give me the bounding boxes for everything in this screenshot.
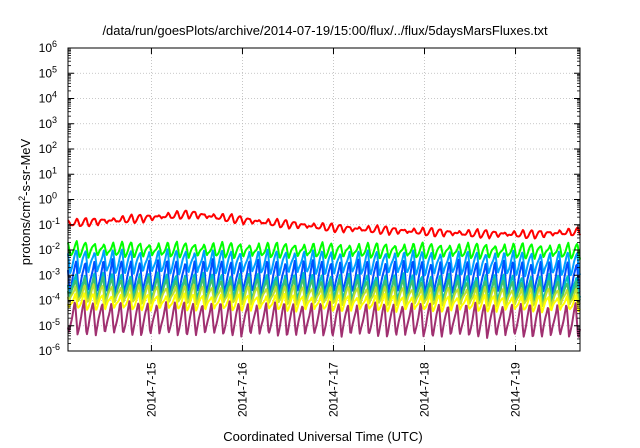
y-tick-label: 104 bbox=[39, 90, 57, 106]
x-tick-label: 2014-7-18 bbox=[418, 362, 432, 417]
y-tick-label: 10-6 bbox=[39, 342, 60, 358]
y-tick-base: 10 bbox=[39, 243, 53, 257]
y-tick-label: 102 bbox=[39, 140, 57, 156]
y-tick-exponent: -2 bbox=[52, 241, 60, 251]
y-axis-label-main: protons/cm bbox=[18, 201, 33, 265]
y-tick-label: 103 bbox=[39, 115, 57, 131]
y-tick-exponent: 2 bbox=[52, 140, 57, 150]
y-tick-base: 10 bbox=[39, 92, 53, 106]
y-tick-label: 10-3 bbox=[39, 266, 60, 282]
y-tick-base: 10 bbox=[39, 167, 53, 181]
y-tick-exponent: 5 bbox=[52, 64, 57, 74]
flux-series-line bbox=[67, 299, 581, 339]
y-tick-label: 10-4 bbox=[39, 292, 60, 308]
y-tick-exponent: -4 bbox=[52, 292, 60, 302]
y-tick-label: 105 bbox=[39, 64, 57, 80]
x-axis-ticks: 2014-7-15 2014-7-16 2014-7-17 2014-7-18 2014… bbox=[144, 48, 523, 417]
flux-series-line bbox=[67, 292, 581, 314]
y-tick-base: 10 bbox=[39, 268, 53, 282]
plot-series bbox=[67, 209, 581, 339]
y-tick-base: 10 bbox=[39, 142, 53, 156]
y-axis-label-rest: -s-sr-MeV bbox=[18, 138, 33, 195]
y-axis-label-sup: 2 bbox=[17, 196, 27, 201]
y-tick-label: 10-2 bbox=[39, 241, 60, 257]
x-tick-label: 2014-7-17 bbox=[326, 362, 340, 417]
y-tick-base: 10 bbox=[39, 344, 53, 358]
y-tick-exponent: 0 bbox=[52, 191, 57, 201]
y-tick-label: 100 bbox=[39, 191, 57, 207]
y-axis-ticks: 10610510410310210110010-110-210-310-410-… bbox=[39, 39, 580, 358]
x-tick-label: 2014-7-19 bbox=[509, 362, 523, 417]
y-tick-exponent: 6 bbox=[52, 39, 57, 49]
y-tick-exponent: -1 bbox=[52, 216, 60, 226]
y-tick-base: 10 bbox=[39, 193, 53, 207]
y-tick-base: 10 bbox=[39, 218, 53, 232]
flux-series-line bbox=[67, 209, 581, 240]
flux-series-line bbox=[67, 283, 581, 308]
y-tick-base: 10 bbox=[39, 41, 53, 55]
x-axis-label: Coordinated Universal Time (UTC) bbox=[223, 429, 422, 444]
y-axis-label: protons/cm2-s-sr-MeV bbox=[17, 138, 33, 265]
y-tick-exponent: -3 bbox=[52, 266, 60, 276]
y-tick-base: 10 bbox=[39, 294, 53, 308]
y-tick-exponent: -6 bbox=[52, 342, 60, 352]
flux-series-line bbox=[67, 248, 581, 278]
flux-series-line bbox=[67, 240, 581, 260]
y-tick-exponent: -5 bbox=[52, 317, 60, 327]
y-tick-label: 10-5 bbox=[39, 317, 60, 333]
y-tick-exponent: 4 bbox=[52, 90, 57, 100]
y-tick-label: 106 bbox=[39, 39, 57, 55]
chart-title: /data/run/goesPlots/archive/2014-07-19/1… bbox=[102, 23, 548, 38]
y-tick-label: 10-1 bbox=[39, 216, 60, 232]
y-tick-base: 10 bbox=[39, 319, 53, 333]
y-tick-base: 10 bbox=[39, 66, 53, 80]
flux-series-line bbox=[67, 258, 581, 297]
grid bbox=[68, 48, 580, 351]
y-tick-exponent: 1 bbox=[52, 165, 57, 175]
y-tick-exponent: 3 bbox=[52, 115, 57, 125]
x-tick-label: 2014-7-15 bbox=[144, 362, 158, 417]
y-tick-label: 101 bbox=[39, 165, 57, 181]
x-tick-label: 2014-7-16 bbox=[235, 362, 249, 417]
y-tick-base: 10 bbox=[39, 117, 53, 131]
